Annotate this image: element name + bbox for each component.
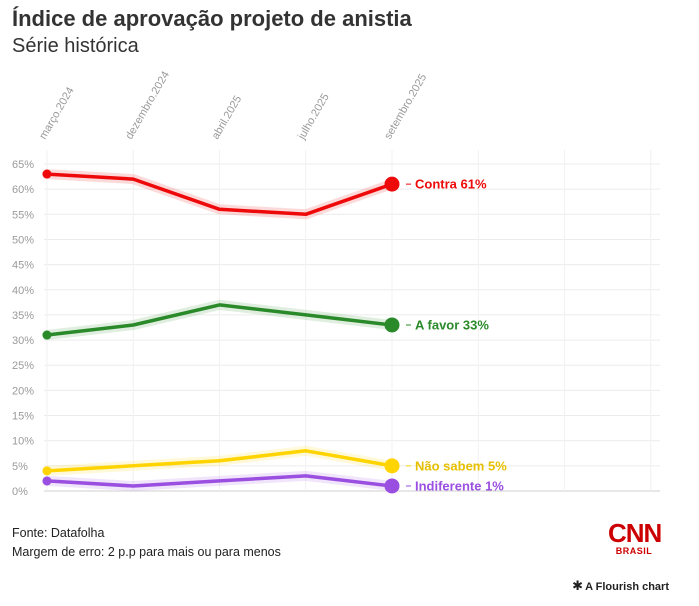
y-tick-label: 50% bbox=[12, 234, 34, 246]
series-end-point bbox=[384, 176, 400, 192]
y-tick-label: 35% bbox=[12, 310, 34, 322]
source-note: Fonte: Datafolha bbox=[12, 526, 105, 540]
chart-title: Índice de aprovação projeto de anistia bbox=[12, 6, 412, 31]
series-line bbox=[45, 449, 394, 473]
series-label: Contra 61% bbox=[415, 177, 487, 192]
x-axis-ticks: março.2024 dezembro.2024 abril.2025 julho.2… bbox=[37, 69, 429, 142]
series-line bbox=[45, 303, 394, 337]
series-line bbox=[45, 474, 394, 488]
series-label: Não sabem 5% bbox=[415, 458, 507, 473]
logo-main-text: CNN bbox=[608, 518, 662, 548]
x-tick-label: setembro.2025 bbox=[382, 72, 429, 142]
x-tick-label: março.2024 bbox=[37, 85, 76, 141]
y-tick-label: 15% bbox=[12, 411, 34, 423]
x-tick-label: julho.2025 bbox=[295, 92, 331, 143]
x-tick-label: abril.2025 bbox=[210, 94, 245, 142]
flourish-credit-label: A Flourish chart bbox=[585, 581, 669, 593]
series-start-point bbox=[42, 466, 52, 476]
y-tick-label: 20% bbox=[12, 385, 34, 397]
y-tick-label: 60% bbox=[12, 184, 34, 196]
grid-layer bbox=[44, 150, 660, 492]
y-tick-label: 65% bbox=[12, 159, 34, 171]
y-tick-label: 5% bbox=[12, 461, 28, 473]
y-tick-label: 10% bbox=[12, 436, 34, 448]
series-start-point bbox=[42, 330, 52, 340]
flourish-star-icon: ✱ bbox=[572, 578, 584, 593]
y-tick-label: 40% bbox=[12, 285, 34, 297]
series-layer: Contra 61% A favor 33% Não sabem 5% Indifer… bbox=[42, 169, 507, 494]
y-tick-label: 30% bbox=[12, 335, 34, 347]
series-label: Indiferente 1% bbox=[415, 478, 504, 493]
series-start-point bbox=[42, 169, 52, 179]
series-label: A favor 33% bbox=[415, 317, 489, 332]
chart-subtitle: Série histórica bbox=[12, 35, 139, 57]
y-tick-label: 25% bbox=[12, 360, 34, 372]
logo-sub-text: BRASIL bbox=[615, 546, 653, 556]
x-tick-label: dezembro.2024 bbox=[123, 69, 172, 141]
series-end-point bbox=[384, 478, 400, 494]
series-start-point bbox=[42, 476, 52, 486]
y-tick-label: 0% bbox=[12, 486, 28, 498]
cnn-brasil-logo: CNN BRASIL bbox=[608, 518, 662, 556]
y-tick-label: 55% bbox=[12, 209, 34, 221]
flourish-credit[interactable]: ✱ A Flourish chart bbox=[572, 578, 669, 594]
series-end-point bbox=[384, 458, 400, 474]
y-tick-label: 45% bbox=[12, 260, 34, 272]
series-line bbox=[45, 172, 394, 217]
y-axis-ticks: 0% 5% 10% 15% 20% 25% 30% 35% 40% 45% 50% 55% 60% 65% bbox=[12, 159, 34, 498]
series-end-point bbox=[384, 317, 400, 333]
margin-note: Margem de erro: 2 p.p para mais ou para … bbox=[12, 545, 281, 559]
